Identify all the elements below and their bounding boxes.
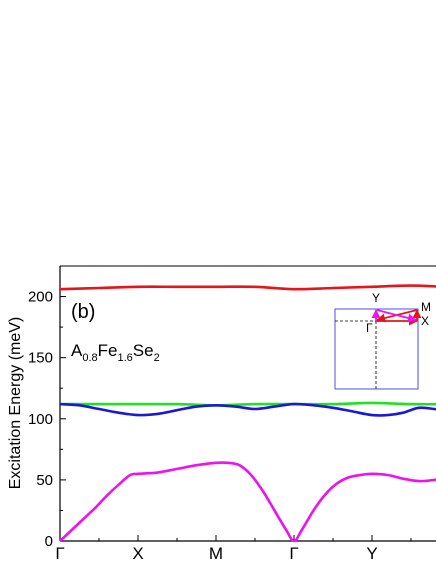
inset-label-gamma: Γ (366, 321, 373, 335)
panel-label: (b) (71, 301, 95, 323)
x-tick-label: M (209, 544, 223, 563)
y-tick-label: 200 (28, 289, 53, 306)
series-line-3 (59, 402, 436, 417)
x-tick-label: X (132, 544, 143, 563)
y-tick-label: 50 (36, 472, 53, 489)
formula-base: A (71, 341, 83, 360)
formula-tail: Se (133, 341, 154, 360)
inset-zone-box (334, 308, 419, 390)
inset-label-m: M (421, 300, 431, 314)
y-tick-label: 100 (28, 411, 53, 428)
inset-label-x: X (421, 314, 429, 328)
formula-sub-3: 2 (154, 352, 160, 364)
series-line-2 (60, 401, 436, 407)
formula-sub-1: 0.8 (82, 352, 97, 364)
brillouin-zone-inset: Y M X Γ (334, 291, 431, 390)
series-line-1 (59, 284, 436, 291)
dispersion-curves (59, 284, 436, 543)
inset-label-y: Y (372, 291, 380, 305)
inset-arrow-y-x (376, 309, 417, 323)
y-axis-label: Excitation Energy (meV) (7, 317, 24, 490)
x-tick-label: Y (366, 544, 377, 563)
series-line-4 (59, 461, 436, 543)
y-tick-label: 150 (28, 350, 53, 367)
x-tick-label: Γ (289, 544, 298, 563)
formula-mid: Fe (98, 341, 118, 360)
compound-formula: A0.8Fe1.6Se2 (71, 341, 160, 364)
formula-sub-2: 1.6 (117, 352, 132, 364)
y-tick-label: 0 (45, 533, 53, 550)
y-axis-ticks: 0 50 100 150 200 (28, 265, 66, 550)
x-tick-label: Γ (55, 544, 64, 563)
